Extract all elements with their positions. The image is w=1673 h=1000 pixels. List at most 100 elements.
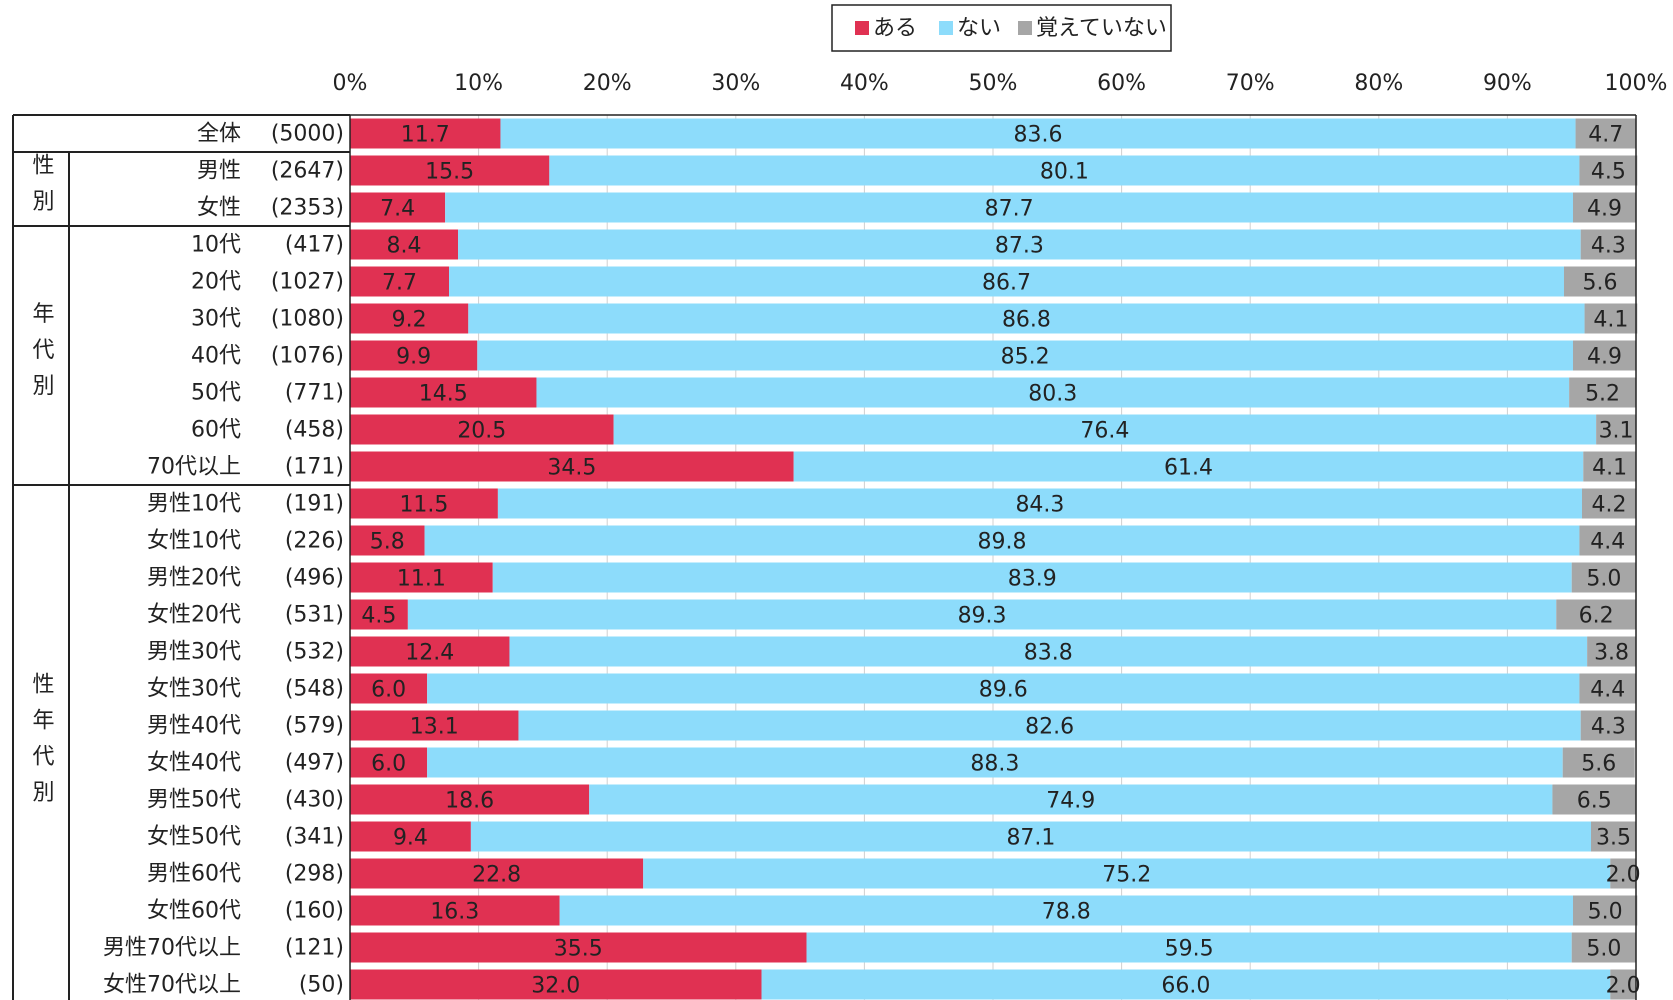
data-label: 6.0 <box>371 678 406 703</box>
category-label: 70代以上 <box>147 455 241 480</box>
count-label: (2353) <box>271 196 344 221</box>
x-tick-label: 10% <box>454 71 503 96</box>
bar-segment <box>350 340 478 371</box>
category-label: 30代 <box>191 307 241 332</box>
data-label: 12.4 <box>405 641 454 666</box>
bar-segment <box>449 266 1564 297</box>
bar-segment <box>350 636 510 667</box>
category-label: 男性30代 <box>147 640 241 665</box>
bar-segment <box>350 377 537 408</box>
category-label: 男性10代 <box>147 492 241 517</box>
bar-segment <box>350 599 408 630</box>
data-label: 80.1 <box>1040 160 1089 185</box>
bar-segment <box>1587 636 1636 667</box>
count-label: (191) <box>285 492 344 517</box>
bar-segment <box>477 340 1573 371</box>
legend-swatch <box>855 21 869 35</box>
data-label: 16.3 <box>430 900 479 925</box>
data-label: 89.8 <box>978 530 1027 555</box>
data-label: 4.3 <box>1591 715 1626 740</box>
bar-segment <box>350 710 519 741</box>
category-label: 50代 <box>191 381 241 406</box>
data-label: 5.8 <box>370 530 405 555</box>
bar-segment <box>1563 266 1636 297</box>
data-label: 4.3 <box>1591 234 1626 259</box>
data-label: 5.0 <box>1586 567 1621 592</box>
category-label: 女性 <box>197 196 241 221</box>
legend-label: 覚えていない <box>1036 16 1167 41</box>
bar-segment <box>350 895 560 926</box>
bar-segment <box>350 932 807 963</box>
data-label: 11.1 <box>397 567 446 592</box>
bar-segment <box>1584 303 1638 334</box>
count-label: (496) <box>285 566 344 591</box>
data-label: 15.5 <box>425 160 474 185</box>
group-label: 性別 <box>29 153 55 225</box>
bar-segment <box>445 192 1573 223</box>
data-label: 6.5 <box>1577 789 1612 814</box>
bar-segment <box>427 673 1580 704</box>
count-label: (2647) <box>271 159 344 184</box>
bar-segment <box>518 710 1581 741</box>
bar-segment <box>350 562 493 593</box>
data-label: 3.5 <box>1596 826 1631 851</box>
data-label: 9.2 <box>392 308 427 333</box>
bar-segment <box>1596 414 1636 445</box>
data-label: 3.1 <box>1599 419 1634 444</box>
data-label: 3.8 <box>1594 641 1629 666</box>
bar-segment <box>350 451 794 482</box>
bar-segment <box>1610 969 1636 1000</box>
data-label: 78.8 <box>1042 900 1091 925</box>
bar-segment <box>468 303 1585 334</box>
count-label: (298) <box>285 862 344 887</box>
bar-segment <box>1590 821 1636 852</box>
bar-segment <box>1575 118 1636 149</box>
count-label: (341) <box>285 825 344 850</box>
category-label: 男性 <box>197 159 241 184</box>
data-label: 6.0 <box>371 752 406 777</box>
bar-segment <box>350 414 614 445</box>
data-label: 4.9 <box>1587 197 1622 222</box>
category-label: 女性50代 <box>147 825 241 850</box>
category-label: 男性60代 <box>147 862 241 887</box>
legend-box <box>831 4 1172 52</box>
count-label: (171) <box>285 455 344 480</box>
count-label: (532) <box>285 640 344 665</box>
data-label: 4.5 <box>361 604 396 629</box>
bar-segment <box>1572 895 1638 926</box>
data-label: 5.2 <box>1585 382 1620 407</box>
bar-segment <box>1580 229 1636 260</box>
bar-segment <box>350 229 459 260</box>
count-label: (50) <box>299 973 344 998</box>
count-label: (548) <box>285 677 344 702</box>
count-label: (458) <box>285 418 344 443</box>
data-label: 5.6 <box>1582 271 1617 296</box>
bar-segment <box>1579 673 1636 704</box>
data-label: 6.2 <box>1579 604 1614 629</box>
bar-segment <box>1572 340 1636 371</box>
bar-segment <box>350 488 498 519</box>
data-label: 2.0 <box>1606 863 1641 888</box>
bar-segment <box>1562 747 1635 778</box>
bar-segment <box>350 858 644 889</box>
bar-segment <box>350 192 446 223</box>
legend-swatch <box>1018 21 1032 35</box>
data-label: 11.5 <box>399 493 448 518</box>
x-tick-label: 30% <box>711 71 760 96</box>
count-label: (121) <box>285 936 344 961</box>
category-label: 女性30代 <box>147 677 241 702</box>
count-label: (226) <box>285 529 344 554</box>
bar-segment <box>1569 377 1636 408</box>
data-label: 4.1 <box>1593 308 1628 333</box>
bar-segment <box>350 747 428 778</box>
legend-label: ない <box>957 16 1001 41</box>
data-label: 76.4 <box>1080 419 1129 444</box>
bar-segment <box>1581 488 1636 519</box>
bar-segment <box>1552 784 1636 815</box>
data-label: 7.7 <box>382 271 417 296</box>
bar-segment <box>1571 562 1636 593</box>
data-label: 18.6 <box>445 789 494 814</box>
data-label: 14.5 <box>419 382 468 407</box>
category-label: 男性20代 <box>147 566 241 591</box>
data-label: 13.1 <box>410 715 459 740</box>
